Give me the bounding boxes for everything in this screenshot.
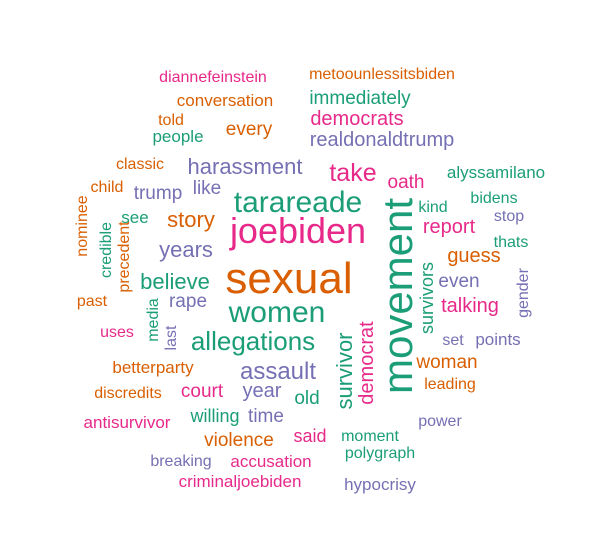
word-precedent: precedent — [116, 221, 133, 293]
word-uses: uses — [100, 324, 134, 341]
word-antisurvivor: antisurvivor — [84, 413, 171, 432]
word-believe: believe — [140, 269, 210, 294]
word-harassment: harassment — [188, 154, 303, 179]
word-stop: stop — [494, 208, 524, 225]
word-years: years — [159, 237, 213, 262]
word-take: take — [329, 159, 376, 187]
word-hypocrisy: hypocrisy — [344, 475, 416, 494]
word-alyssamilano: alyssamilano — [447, 163, 545, 182]
word-diannefeinstein: diannefeinstein — [159, 69, 267, 86]
word-trump: trump — [134, 183, 183, 204]
word-conversation: conversation — [177, 91, 273, 110]
word-last: last — [163, 325, 180, 350]
word-media: media — [145, 298, 162, 342]
word-willing: willing — [189, 406, 239, 426]
word-gender: gender — [515, 267, 532, 317]
word-set: set — [442, 332, 464, 349]
word-woman: woman — [415, 352, 477, 373]
word-time: time — [248, 406, 284, 427]
word-talking: talking — [441, 295, 499, 317]
word-joebiden: joebiden — [229, 210, 366, 251]
word-year: year — [243, 380, 282, 402]
word-sexual: sexual — [225, 254, 352, 303]
word-accusation: accusation — [230, 452, 311, 471]
word-oath: oath — [388, 172, 425, 193]
word-assault: assault — [240, 358, 316, 385]
word-power: power — [418, 413, 462, 430]
word-said: said — [293, 426, 326, 446]
word-breaking: breaking — [150, 453, 211, 470]
word-polygraph: polygraph — [345, 445, 415, 462]
word-told: told — [158, 112, 184, 129]
word-bidens: bidens — [470, 190, 517, 207]
word-immediately: immediately — [309, 88, 411, 109]
word-survivors: survivors — [417, 262, 437, 334]
word-rape: rape — [169, 291, 207, 312]
word-nominee: nominee — [74, 195, 91, 256]
word-old: old — [294, 388, 319, 409]
word-credible: credible — [98, 222, 115, 278]
word-survivor: survivor — [332, 332, 357, 409]
word-even: even — [438, 271, 479, 292]
word-betterparty: betterparty — [112, 358, 194, 377]
word-democrat: democrat — [356, 321, 378, 405]
word-classic: classic — [116, 156, 164, 173]
word-kind: kind — [418, 199, 447, 216]
word-discredits: discredits — [94, 385, 162, 402]
word-thats: thats — [494, 234, 529, 251]
word-like: like — [193, 178, 222, 199]
word-democrats: democrats — [310, 108, 403, 130]
word-people: people — [152, 127, 203, 146]
word-child: child — [91, 179, 124, 196]
word-criminaljoebiden: criminaljoebiden — [179, 472, 302, 491]
word-leading: leading — [424, 376, 476, 393]
word-allegations: allegations — [191, 326, 315, 356]
word-moment: moment — [341, 428, 399, 445]
word-report: report — [423, 216, 476, 238]
word-guess: guess — [447, 245, 500, 267]
word-past: past — [77, 293, 108, 310]
word-see: see — [121, 208, 148, 227]
word-tarareade: tarareade — [234, 186, 362, 219]
word-points: points — [475, 330, 520, 349]
word-story: story — [167, 207, 215, 232]
word-realdonaldtrump: realdonaldtrump — [310, 129, 455, 151]
word-every: every — [226, 119, 273, 140]
word-violence: violence — [204, 430, 274, 451]
word-court: court — [181, 381, 224, 402]
word-women: women — [228, 296, 326, 329]
word-metoounlessitsbiden: metoounlessitsbiden — [309, 66, 455, 83]
word-movement: movement — [374, 198, 421, 394]
